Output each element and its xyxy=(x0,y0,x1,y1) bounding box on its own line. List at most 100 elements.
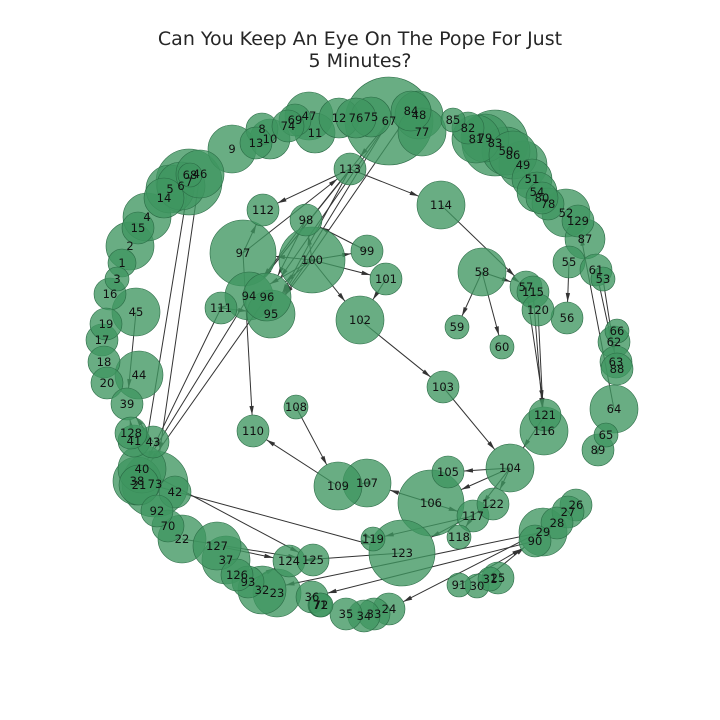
node-91 xyxy=(446,572,472,598)
node-label-49: 49 xyxy=(516,158,531,172)
node-label-104: 104 xyxy=(499,461,521,475)
node-label-67: 67 xyxy=(382,114,397,128)
edge-arrowhead-91-90 xyxy=(512,549,522,556)
node-114 xyxy=(416,180,466,230)
node-label-15: 15 xyxy=(131,221,146,235)
node-label-54: 54 xyxy=(530,185,545,199)
node-74 xyxy=(271,109,305,143)
node-label-63: 63 xyxy=(609,355,624,369)
node-label-8: 8 xyxy=(258,122,265,136)
node-label-9: 9 xyxy=(228,142,235,156)
node-label-60: 60 xyxy=(495,340,510,354)
edge-94-40 xyxy=(154,295,250,449)
edge-arrowhead-28-24 xyxy=(403,595,413,602)
node-label-57: 57 xyxy=(519,280,534,294)
node-3 xyxy=(104,266,130,292)
node-label-3: 3 xyxy=(113,272,120,286)
node-label-51: 51 xyxy=(525,172,540,186)
edge-96-38 xyxy=(150,296,268,462)
node-label-66: 66 xyxy=(610,324,625,338)
node-label-36: 36 xyxy=(305,590,320,604)
node-31 xyxy=(477,566,503,592)
node-label-30: 30 xyxy=(470,579,485,593)
node-label-55: 55 xyxy=(562,255,577,269)
node-108 xyxy=(283,394,309,420)
node-99 xyxy=(350,234,384,268)
node-103 xyxy=(426,370,460,404)
node-label-40: 40 xyxy=(135,462,150,476)
node-label-87: 87 xyxy=(578,232,593,246)
node-label-85: 85 xyxy=(446,113,461,127)
node-92 xyxy=(140,494,174,528)
node-label-101: 101 xyxy=(375,272,397,286)
node-label-64: 64 xyxy=(607,402,622,416)
node-label-33: 33 xyxy=(367,607,382,621)
node-label-10: 10 xyxy=(263,132,278,146)
node-96 xyxy=(242,272,292,322)
node-label-2: 2 xyxy=(126,239,133,253)
edge-arrowhead-113-114 xyxy=(409,190,419,197)
node-label-6: 6 xyxy=(177,179,184,193)
node-label-129: 129 xyxy=(567,214,589,228)
node-label-79: 79 xyxy=(478,131,493,145)
node-111 xyxy=(204,291,238,325)
node-label-42: 42 xyxy=(168,485,183,499)
node-label-38: 38 xyxy=(130,474,145,488)
node-88 xyxy=(600,352,634,386)
node-90 xyxy=(518,524,552,558)
node-label-91: 91 xyxy=(452,578,467,592)
node-label-127: 127 xyxy=(206,539,228,553)
node-label-75: 75 xyxy=(364,110,379,124)
node-label-26: 26 xyxy=(569,498,584,512)
node-80 xyxy=(525,181,559,215)
edge-7-40 xyxy=(145,181,190,446)
node-85 xyxy=(440,107,466,133)
node-label-17: 17 xyxy=(95,333,110,347)
edge-arrowhead-103-104 xyxy=(487,441,495,450)
node-label-65: 65 xyxy=(599,428,614,442)
node-label-28: 28 xyxy=(550,516,565,530)
graph-title-line-1: Can You Keep An Eye On The Pope For Just xyxy=(158,28,562,50)
node-label-32: 32 xyxy=(255,583,270,597)
node-label-34: 34 xyxy=(357,609,372,623)
node-label-114: 114 xyxy=(430,198,452,212)
node-label-88: 88 xyxy=(610,362,625,376)
node-119 xyxy=(360,526,386,552)
node-126 xyxy=(220,558,254,592)
node-label-125: 125 xyxy=(302,553,324,567)
node-label-20: 20 xyxy=(100,376,115,390)
node-label-103: 103 xyxy=(432,380,454,394)
node-label-1: 1 xyxy=(118,256,125,270)
node-label-77: 77 xyxy=(415,125,430,139)
node-label-80: 80 xyxy=(535,191,550,205)
edge-arrowhead-104-105 xyxy=(463,468,474,473)
node-label-5: 5 xyxy=(166,182,173,196)
node-label-83: 83 xyxy=(488,136,503,150)
node-label-116: 116 xyxy=(533,424,555,438)
node-label-99: 99 xyxy=(360,244,375,258)
node-label-102: 102 xyxy=(349,313,371,327)
node-98 xyxy=(289,203,323,237)
node-label-128: 128 xyxy=(120,426,142,440)
node-15 xyxy=(121,211,155,245)
node-label-35: 35 xyxy=(339,607,354,621)
node-label-73: 73 xyxy=(148,477,163,491)
node-129 xyxy=(561,204,595,238)
node-label-68: 68 xyxy=(183,168,198,182)
node-label-12: 12 xyxy=(332,111,347,125)
node-label-53: 53 xyxy=(596,272,611,286)
node-label-59: 59 xyxy=(450,320,465,334)
node-128 xyxy=(114,416,148,450)
node-label-97: 97 xyxy=(236,246,251,260)
node-label-29: 29 xyxy=(536,525,551,539)
node-label-96: 96 xyxy=(260,290,275,304)
node-label-27: 27 xyxy=(561,505,576,519)
node-105 xyxy=(431,455,465,489)
node-label-16: 16 xyxy=(103,287,118,301)
node-label-95: 95 xyxy=(264,307,279,321)
node-label-18: 18 xyxy=(97,355,112,369)
node-60 xyxy=(489,334,515,360)
node-102 xyxy=(335,295,385,345)
node-76 xyxy=(335,97,377,139)
